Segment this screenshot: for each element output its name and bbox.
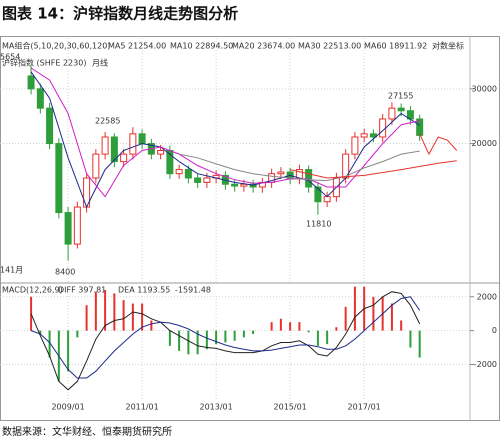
candle-body: [231, 183, 239, 187]
x-tick-label: 2013/01: [200, 403, 233, 412]
instrument-name: 沪锌指数 (SHFE 2230): [2, 58, 86, 68]
candle-body: [73, 206, 81, 245]
line-series: [30, 291, 421, 391]
x-tick-label: 2015/01: [274, 403, 307, 412]
annotation: 141月: [0, 266, 23, 275]
candle-body: [129, 133, 137, 155]
candle-body: [277, 171, 285, 175]
candle-body: [64, 212, 72, 245]
candle-body: [55, 143, 63, 214]
candle-body: [369, 133, 377, 138]
line-series: [289, 160, 457, 179]
candle-body: [360, 133, 368, 138]
candle-body: [138, 133, 146, 145]
x-tick-label: 2009/01: [51, 403, 84, 412]
candle-body: [249, 183, 257, 188]
legend-entry: DEA 1193.55: [118, 286, 170, 295]
candle-body: [397, 107, 405, 112]
y-tick-label: -2000: [474, 360, 497, 369]
candle-body: [388, 107, 396, 120]
line-series: [419, 133, 458, 156]
candle-body: [184, 169, 192, 179]
period: 月线: [92, 58, 108, 68]
x-tick-label: 2017/01: [348, 403, 381, 412]
legend-entry: MA30 22513.00: [298, 42, 361, 51]
y-tick-label: 0: [492, 326, 497, 335]
y-tick-label: 2000: [477, 292, 497, 301]
candle-body: [157, 150, 165, 155]
candle-body: [46, 107, 54, 145]
annotation: 22585: [95, 117, 120, 126]
candle-body: [323, 196, 331, 203]
candle-body: [314, 186, 322, 203]
x-tick-label: 2011/01: [125, 403, 158, 412]
legend-entry: DIFF 397.81: [58, 286, 106, 295]
legend-entry: MA60 18911.92: [364, 42, 427, 51]
line-series: [30, 296, 421, 379]
candle-body: [203, 177, 211, 183]
panel-title: MACD(12,26,9): [2, 286, 63, 295]
candle-body: [194, 177, 202, 183]
candle-body: [305, 169, 313, 188]
candle-body: [27, 75, 35, 90]
annotation: 5654: [0, 53, 20, 62]
candle-body: [110, 136, 118, 163]
candle-body: [351, 136, 359, 155]
candle-body: [379, 118, 387, 138]
ma-label: MA组合(5,10,20,30,60,120): [2, 41, 110, 51]
candle-body: [175, 169, 183, 175]
candle-body: [120, 153, 128, 163]
y-tick-label: 20000: [472, 139, 497, 148]
line-series: [179, 150, 420, 182]
candle-body: [101, 136, 109, 155]
scale-label: 对数坐标: [432, 41, 464, 51]
line-series: [30, 71, 420, 209]
legend-entry: MA20 23674.00: [232, 42, 295, 51]
page-title: 图表 14：沪锌指数月线走势图分析: [2, 5, 238, 23]
legend-entry: MA5 21254.00: [108, 42, 166, 51]
annotation: 11810: [306, 220, 331, 229]
candle-body: [36, 88, 44, 109]
legend-entry: -1591.48: [175, 286, 211, 295]
annotation: 27155: [388, 92, 413, 101]
annotation: 8400: [55, 268, 75, 277]
legend-entry: MA10 22894.50: [170, 42, 233, 51]
source: 数据来源：文华财经、恒泰期货研究所: [2, 425, 172, 438]
y-tick-label: 30000: [472, 84, 497, 93]
candle-body: [416, 118, 424, 136]
candle-body: [92, 153, 100, 179]
